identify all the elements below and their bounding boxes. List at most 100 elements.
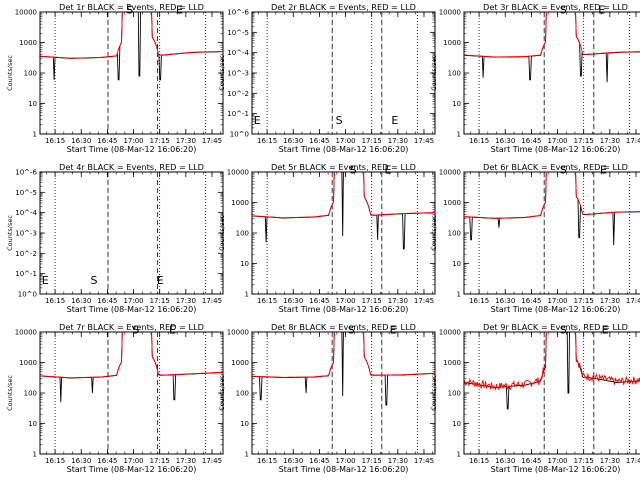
x-tick-label: 16:45 [97, 137, 117, 145]
series-lld-line [464, 12, 640, 58]
panel-det-7: Det 7r BLACK = Events, RED = LLD 16:15 16:… [6, 322, 224, 474]
y-tick-label: 10^-5 [15, 189, 37, 197]
x-tick-label: 16:45 [309, 137, 329, 145]
panel-title: Det 9r BLACK = Events, RED = LLD [483, 322, 628, 332]
series-lld-line [252, 332, 435, 378]
x-tick-label: 16:45 [309, 297, 329, 305]
y-tick-label: 1000 [231, 359, 249, 367]
y-tick-label: 10^0 [230, 131, 249, 139]
x-tick-label: 16:45 [521, 137, 541, 145]
marker-label-e: E [384, 164, 391, 177]
x-axis-label: Start Time (08-Mar-12 16:06:20) [279, 145, 409, 154]
x-tick-label: 17:15 [574, 457, 594, 465]
marker-label-e: E [391, 114, 398, 127]
x-tick-label: 17:30 [388, 137, 408, 145]
x-tick-label: 16:30 [495, 457, 515, 465]
plot-frame [39, 11, 224, 135]
x-tick-label: 17:00 [335, 137, 355, 145]
y-tick-label: 10^-6 [15, 169, 37, 177]
plot-frame [251, 11, 436, 135]
marker-label-e: E [169, 324, 176, 337]
y-tick-label: 10^-6 [227, 9, 249, 17]
marker-label-e: E [176, 4, 183, 17]
plot-frame [39, 171, 224, 295]
y-tick-label: 10 [240, 420, 249, 428]
y-tick-label: 10 [240, 260, 249, 268]
y-tick-label: 10^-3 [15, 230, 37, 238]
x-tick-label: 17:00 [547, 137, 567, 145]
x-axis-label: Start Time (08-Mar-12 16:06:20) [279, 305, 409, 314]
series-events-line [252, 172, 435, 250]
x-tick-label: 16:30 [283, 457, 303, 465]
y-tick-label: 10 [452, 260, 461, 268]
panel-det-3: Det 3r BLACK = Events, RED = LLD 16:15 16:… [430, 2, 640, 154]
x-axis-label: Start Time (08-Mar-12 16:06:20) [67, 305, 197, 314]
x-tick-label: 17:15 [150, 457, 170, 465]
y-tick-label: 1000 [443, 359, 461, 367]
y-tick-label: 10000 [15, 9, 37, 17]
y-tick-label: 1 [457, 451, 461, 459]
series-events-line [252, 332, 435, 406]
series-events-line [464, 12, 640, 83]
y-tick-label: 10^0 [18, 291, 37, 299]
y-axis-label: Counts/sec [6, 215, 14, 251]
x-tick-label: 17:00 [123, 297, 143, 305]
y-axis-label: Counts/sec [430, 215, 438, 251]
x-tick-label: 16:15 [257, 137, 277, 145]
plot-frame [39, 331, 224, 455]
y-tick-label: 100 [236, 390, 249, 398]
y-tick-label: 1 [245, 451, 249, 459]
x-tick-label: 17:45 [414, 457, 434, 465]
panel-title: Det 3r BLACK = Events, RED = LLD [483, 2, 628, 12]
panel-det-1: Det 1r BLACK = Events, RED = LLD 16:15 16:… [6, 2, 224, 154]
x-tick-label: 17:45 [626, 457, 640, 465]
y-tick-label: 10000 [227, 329, 249, 337]
series-lld-line [40, 332, 223, 379]
x-tick-label: 16:45 [521, 297, 541, 305]
y-tick-label: 10^-5 [227, 29, 249, 37]
y-tick-label: 1000 [19, 39, 37, 47]
x-tick-label: 16:45 [97, 297, 117, 305]
x-tick-label: 16:15 [45, 297, 65, 305]
x-tick-label: 17:30 [176, 297, 196, 305]
x-tick-label: 16:45 [97, 457, 117, 465]
y-tick-label: 1 [457, 131, 461, 139]
x-tick-label: 16:15 [45, 137, 65, 145]
y-tick-label: 10^-2 [15, 250, 37, 258]
y-tick-label: 10^-3 [227, 70, 249, 78]
y-tick-label: 10000 [15, 329, 37, 337]
y-tick-label: 10^-2 [227, 90, 249, 98]
y-tick-label: 10^-1 [227, 110, 249, 118]
x-axis-label: Start Time (08-Mar-12 16:06:20) [491, 305, 621, 314]
y-tick-label: 1 [33, 131, 37, 139]
x-tick-label: 16:15 [469, 297, 489, 305]
x-tick-label: 17:15 [574, 137, 594, 145]
x-tick-label: 17:00 [123, 137, 143, 145]
panel-det-5: Det 5r BLACK = Events, RED = LLD 16:15 16:… [218, 162, 436, 314]
x-tick-label: 17:00 [547, 457, 567, 465]
x-tick-label: 17:30 [176, 457, 196, 465]
y-tick-label: 100 [448, 230, 461, 238]
x-tick-label: 17:30 [600, 457, 620, 465]
x-axis-label: Start Time (08-Mar-12 16:06:20) [67, 145, 197, 154]
x-tick-label: 17:30 [388, 457, 408, 465]
y-tick-label: 10^-4 [227, 49, 249, 57]
x-tick-label: 17:45 [202, 297, 222, 305]
panel-det-2: Det 2r BLACK = Events, RED = LLD 16:15 16:… [218, 2, 436, 154]
y-tick-label: 1000 [231, 199, 249, 207]
marker-label-e: E [600, 164, 607, 177]
x-tick-label: 17:30 [600, 137, 620, 145]
y-tick-label: 10 [28, 420, 37, 428]
x-tick-label: 17:45 [626, 297, 640, 305]
series-lld-line [252, 172, 435, 219]
y-tick-label: 10 [452, 420, 461, 428]
marker-label-s: S [348, 324, 355, 337]
plot-frame [463, 11, 640, 135]
marker-label-e: E [598, 4, 605, 17]
marker-label-e: E [254, 114, 261, 127]
y-axis-label: Counts/sec [218, 215, 226, 251]
x-tick-label: 17:15 [362, 457, 382, 465]
marker-label-e: E [390, 324, 397, 337]
x-tick-label: 17:45 [414, 137, 434, 145]
x-tick-label: 16:15 [45, 457, 65, 465]
